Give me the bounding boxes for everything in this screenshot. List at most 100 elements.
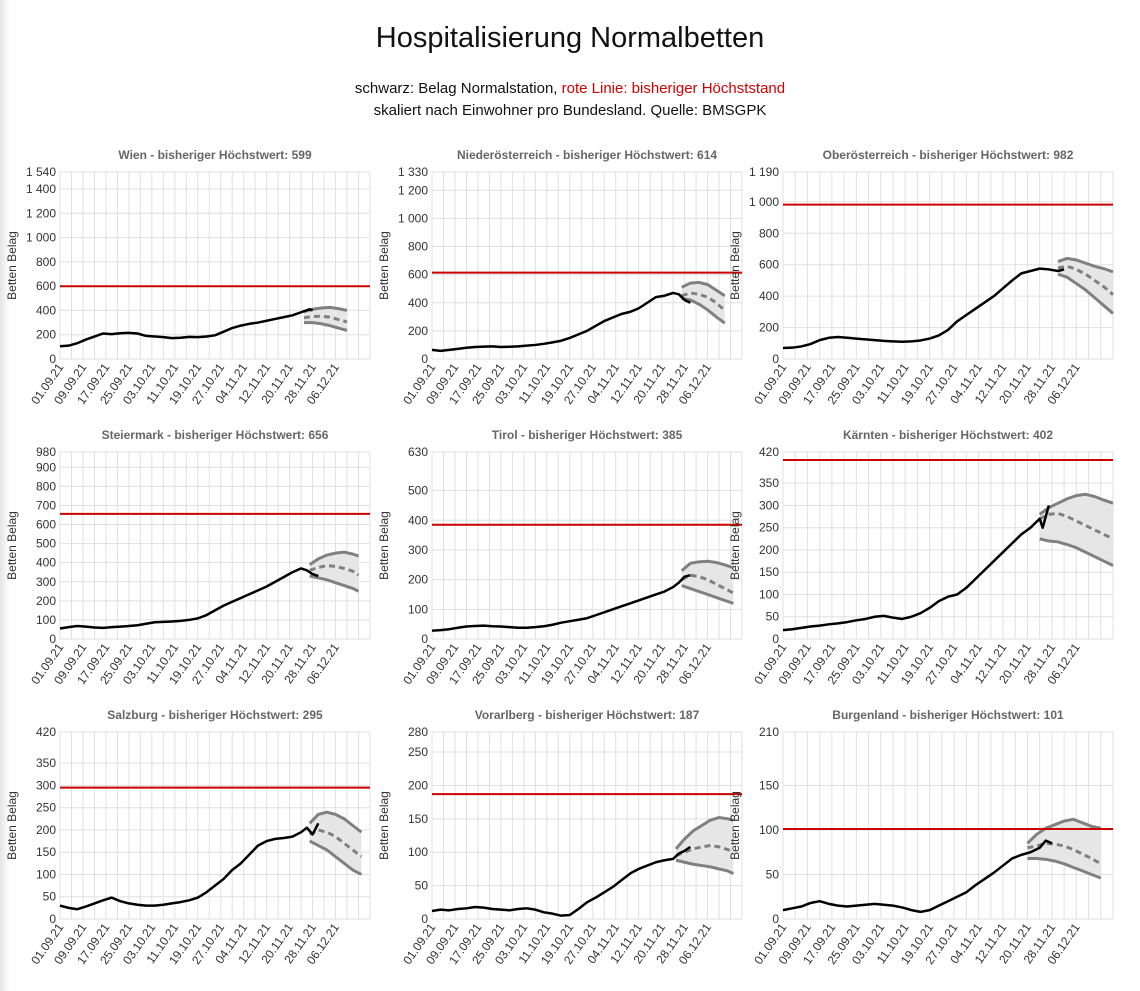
chart-5: Tirol - bisheriger Höchstwert: 385 0 100 20… [377, 428, 743, 687]
chart-1: Wien - bisheriger Höchstwert: 599 0 200 400… [5, 148, 371, 407]
y-tick-label: 900 [36, 460, 56, 474]
y-tick-label: 800 [36, 479, 56, 493]
y-tick-label: 420 [759, 445, 779, 459]
chart-title: Burgenland - bisheriger Höchstwert: 101 [832, 708, 1064, 722]
forecast-lower-line [309, 574, 360, 593]
y-tick-label: 210 [759, 725, 779, 739]
y-tick-label: 100 [759, 823, 779, 837]
occupancy-line [59, 567, 319, 630]
forecast-mid-line [309, 828, 363, 858]
forecast-lower-line [681, 584, 734, 605]
forecast-mid-line [1039, 511, 1114, 541]
y-tick-label: 1 000 [26, 231, 56, 245]
y-tick-label: 800 [759, 226, 779, 240]
y-tick-label: 50 [415, 879, 429, 893]
subtitle-line-2: skaliert nach Einwohner pro Bundesland. … [373, 102, 767, 119]
forecast-upper-line [674, 815, 734, 850]
y-axis-label: Betten Belag [377, 231, 391, 300]
y-tick-label: 630 [408, 445, 428, 459]
y-tick-label: 300 [36, 778, 56, 792]
y-tick-label: 300 [408, 543, 428, 557]
y-tick-label: 700 [36, 498, 56, 512]
forecast-lower-line [303, 321, 348, 332]
y-tick-label: 150 [408, 812, 428, 826]
page-edge-shadow [0, 0, 10, 991]
y-tick-label: 400 [759, 289, 779, 303]
chart-8: Vorarlberg - bisheriger Höchstwert: 187 0… [377, 708, 743, 967]
y-tick-label: 0 [772, 352, 779, 366]
y-tick-label: 100 [408, 602, 428, 616]
y-tick-label: 200 [759, 543, 779, 557]
chart-title: Kärnten - bisheriger Höchstwert: 402 [843, 428, 1053, 442]
subtitle-line-1: schwarz: Belag Normalstation, rote Linie… [0, 80, 1140, 97]
forecast-mid-line [1057, 264, 1114, 296]
chart-title: Tirol - bisheriger Höchstwert: 385 [492, 428, 683, 442]
y-tick-label: 420 [36, 725, 56, 739]
y-tick-label: 1 200 [26, 206, 56, 220]
forecast-upper-line [680, 559, 734, 572]
y-tick-label: 280 [408, 725, 428, 739]
y-tick-label: 1 330 [398, 165, 428, 179]
y-tick-label: 150 [36, 845, 56, 859]
y-tick-label: 500 [36, 537, 56, 551]
y-tick-label: 0 [772, 632, 779, 646]
y-tick-label: 50 [766, 610, 780, 624]
occupancy-line [782, 839, 1053, 914]
chart-title: Wien - bisheriger Höchstwert: 599 [118, 148, 312, 162]
y-tick-label: 0 [421, 352, 428, 366]
y-tick-label: 200 [408, 778, 428, 792]
y-tick-label: 100 [759, 587, 779, 601]
y-tick-label: 600 [408, 268, 428, 282]
y-tick-label: 50 [766, 867, 780, 881]
y-tick-label: 1 190 [749, 165, 779, 179]
forecast-lower-line [681, 297, 726, 325]
forecast-upper-line [681, 280, 726, 297]
y-tick-label: 250 [408, 745, 428, 759]
y-tick-label: 600 [759, 258, 779, 272]
y-tick-label: 200 [408, 573, 428, 587]
y-tick-label: 250 [36, 801, 56, 815]
y-tick-label: 500 [408, 484, 428, 498]
y-tick-label: 100 [36, 867, 56, 881]
y-tick-label: 1 400 [26, 182, 56, 196]
forecast-mid-line [681, 291, 726, 312]
chart-title: Steiermark - bisheriger Höchstwert: 656 [102, 428, 329, 442]
forecast-lower-line [1057, 272, 1114, 315]
y-tick-label: 0 [421, 912, 428, 926]
chart-title: Niederösterreich - bisheriger Höchstwert… [457, 148, 717, 162]
y-tick-label: 0 [49, 912, 56, 926]
forecast-band [1039, 494, 1113, 566]
y-tick-label: 800 [408, 240, 428, 254]
y-tick-label: 980 [36, 445, 56, 459]
chart-4: Steiermark - bisheriger Höchstwert: 656 0… [5, 428, 371, 687]
y-tick-label: 200 [408, 324, 428, 338]
y-tick-label: 350 [759, 476, 779, 490]
y-axis-label: Betten Belag [5, 791, 19, 860]
y-tick-label: 0 [49, 352, 56, 366]
y-tick-label: 100 [36, 613, 56, 627]
y-tick-label: 200 [36, 594, 56, 608]
forecast-lower-line [1027, 856, 1102, 880]
y-tick-label: 100 [408, 845, 428, 859]
y-tick-label: 150 [759, 565, 779, 579]
forecast-band [303, 307, 348, 331]
y-tick-label: 600 [36, 518, 56, 532]
forecast-band [1027, 819, 1101, 879]
y-tick-label: 150 [759, 778, 779, 792]
subtitle-black-text: schwarz: Belag Normalstation, [354, 80, 562, 97]
occupancy-line [782, 267, 1065, 350]
y-tick-label: 0 [49, 632, 56, 646]
y-tick-label: 200 [36, 328, 56, 342]
y-tick-label: 350 [36, 756, 56, 770]
y-tick-label: 1 000 [398, 211, 428, 225]
forecast-lower-line [309, 839, 363, 876]
y-tick-label: 400 [408, 296, 428, 310]
y-tick-label: 250 [759, 521, 779, 535]
y-tick-label: 1 000 [749, 195, 779, 209]
forecast-upper-line [308, 810, 363, 834]
occupancy-line [59, 822, 320, 911]
chart-9: Burgenland - bisheriger Höchstwert: 101 0… [728, 708, 1114, 967]
y-tick-label: 300 [36, 575, 56, 589]
y-tick-label: 400 [408, 513, 428, 527]
